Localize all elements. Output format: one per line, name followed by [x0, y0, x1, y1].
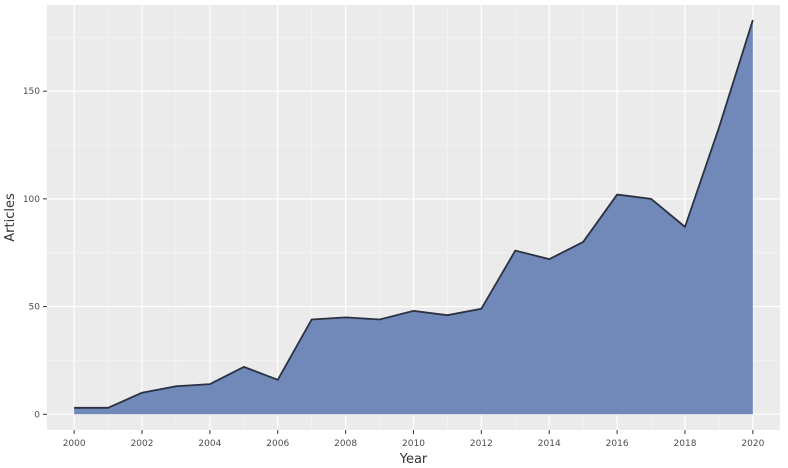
x-axis-title: Year [399, 452, 428, 467]
data-point-2006 [276, 378, 280, 382]
y-axis: 0 50 100 150 [23, 87, 47, 420]
x-axis: 2000 2002 2004 2006 2008 2010 2012 2014 2016 2018… [63, 430, 765, 449]
data-point-2004 [208, 382, 212, 386]
data-point-2014 [547, 257, 551, 261]
y-tick-label: 50 [29, 303, 41, 313]
y-tick-label: 100 [23, 195, 40, 205]
y-tick-label: 0 [34, 410, 40, 420]
x-tick-label: 2004 [198, 439, 221, 449]
data-point-2010 [412, 309, 416, 313]
series-line [74, 19, 754, 409]
data-point-2013 [513, 249, 517, 253]
data-point-2018 [683, 225, 687, 229]
x-tick-label: 2002 [131, 439, 154, 449]
area-fill [74, 20, 753, 415]
x-tick-label: 2014 [538, 439, 561, 449]
data-point-2007 [310, 317, 314, 321]
x-tick-label: 2012 [470, 439, 493, 449]
data-point-2019 [717, 126, 721, 130]
data-point-2000 [72, 406, 76, 410]
data-point-2015 [581, 240, 585, 244]
x-tick-label: 2008 [334, 439, 357, 449]
y-tick-label: 150 [23, 87, 40, 97]
data-point-2016 [615, 193, 619, 197]
data-point-2002 [140, 391, 144, 395]
x-tick-label: 2010 [402, 439, 425, 449]
data-point-2017 [649, 197, 653, 201]
data-point-2009 [378, 317, 382, 321]
data-point-2020 [751, 18, 755, 22]
y-axis-title: Articles [3, 193, 18, 242]
x-tick-label: 2020 [741, 439, 764, 449]
x-tick-label: 2018 [674, 439, 697, 449]
x-tick-label: 2006 [266, 439, 289, 449]
data-point-2011 [445, 313, 449, 317]
data-point-2005 [242, 365, 246, 369]
data-point-2008 [344, 315, 348, 319]
data-point-2001 [106, 406, 110, 410]
x-tick-label: 2000 [63, 439, 86, 449]
data-point-2012 [479, 307, 483, 311]
x-tick-label: 2016 [606, 439, 629, 449]
data-point-2003 [174, 384, 178, 388]
